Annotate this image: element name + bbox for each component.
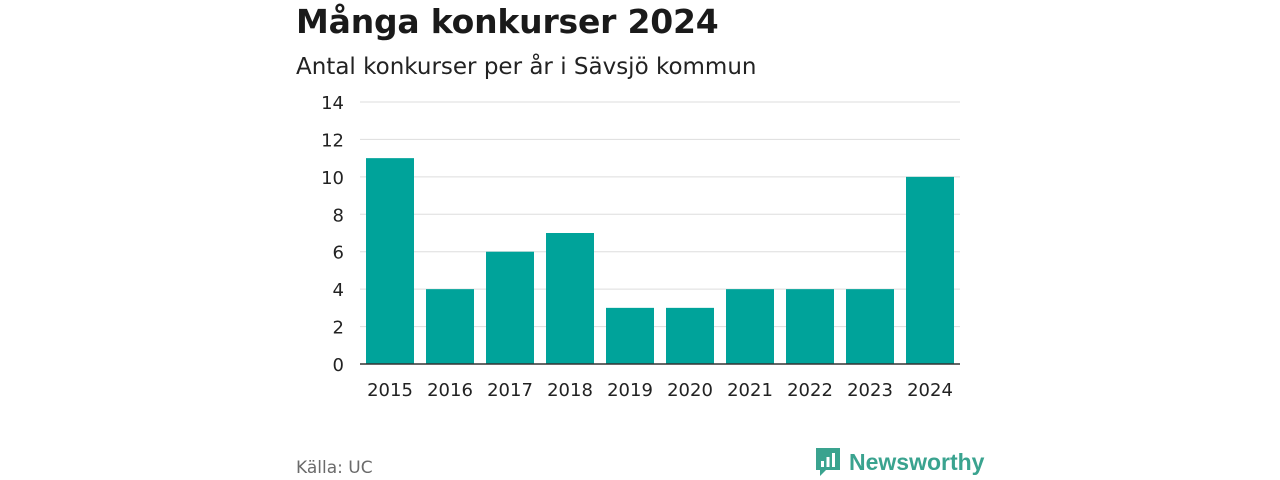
y-tick-label: 6 [333, 243, 344, 264]
y-tick-label: 0 [333, 355, 344, 376]
x-tick-label: 2022 [787, 380, 833, 401]
x-tick-label: 2020 [667, 380, 713, 401]
y-tick-label: 12 [321, 130, 344, 151]
x-tick-label: 2019 [607, 380, 653, 401]
bar-2024 [906, 176, 954, 364]
bar-chart: 0 2 4 6 8 10 12 14 2015 2016 2017 2018 2019 2020 2021… [321, 93, 960, 401]
bar-2016 [426, 289, 474, 364]
brand-name: Newsworthy [849, 448, 985, 475]
bar-2017 [486, 251, 534, 364]
bars [366, 158, 954, 364]
y-tick-label: 8 [333, 205, 344, 226]
y-tick-label: 10 [321, 168, 344, 189]
x-axis-ticks: 2015 2016 2017 2018 2019 2020 2021 2022 2023 2024 [367, 380, 953, 401]
x-tick-label: 2015 [367, 380, 413, 401]
bar-2021 [726, 289, 774, 364]
x-tick-label: 2018 [547, 380, 593, 401]
y-axis-ticks: 0 2 4 6 8 10 12 14 [321, 93, 344, 376]
y-tick-label: 2 [333, 318, 344, 339]
chart-subtitle: Antal konkurser per år i Sävsjö kommun [296, 54, 757, 80]
x-tick-label: 2024 [907, 380, 953, 401]
x-tick-label: 2021 [727, 380, 773, 401]
brand-logo: Newsworthy [814, 446, 984, 478]
y-tick-label: 4 [333, 280, 344, 301]
bar-2015 [366, 158, 414, 364]
bar-2018 [546, 233, 594, 364]
bar-2022 [786, 289, 834, 364]
x-tick-label: 2017 [487, 380, 533, 401]
chart-title: Många konkurser 2024 [296, 2, 719, 41]
bar-2019 [606, 307, 654, 364]
bar-2020 [666, 307, 714, 364]
bar-2023 [846, 289, 894, 364]
x-tick-label: 2016 [427, 380, 473, 401]
bar-chart-speech-bubble-icon [816, 448, 840, 476]
y-tick-label: 14 [321, 93, 344, 114]
source-note: Källa: UC [296, 458, 373, 478]
x-tick-label: 2023 [847, 380, 893, 401]
